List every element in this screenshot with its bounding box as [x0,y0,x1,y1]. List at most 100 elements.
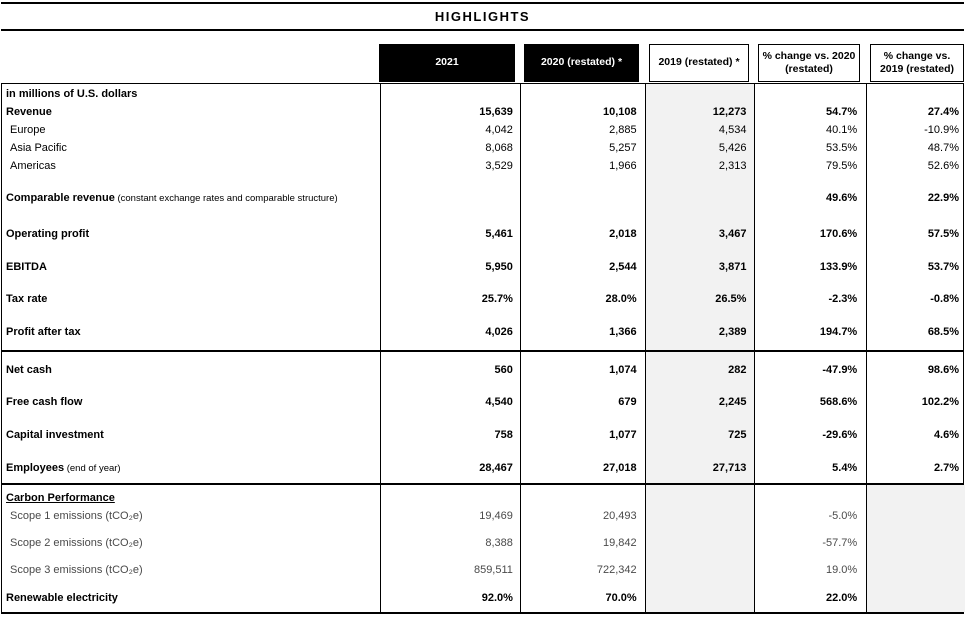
row-label-scope-3-emissions-tco-e: Scope 3 emissions (tCO₂e) [10,564,143,576]
cell-capital-investment-col4: -29.6% [822,428,858,441]
row-net-cash: Net cash 560 1,074 282 -47.9% 98.6% [2,360,963,379]
cell-tax-rate-col1: 25.7% [481,292,513,305]
row-scope-2-emissions-tco-e: Scope 2 emissions (tCO₂e) 8,388 19,842 -57.… [2,534,963,552]
row-capital-investment: Capital investment 758 1,077 725 -29.6% 4.6% [2,425,963,444]
cell-asia-pacific-col3: 5,426 [718,142,747,154]
cell-capital-investment-col2: 1,077 [609,428,637,441]
section-profit-and-loss: in millions of U.S. dollars Revenue 15,639… [2,84,963,350]
cell-employees-col1: 28,467 [479,461,513,474]
row-revenue: Revenue 15,639 10,108 12,273 54.7% 27.4% [2,103,963,121]
column-header-change-vs-2020-restated: % change vs. 2020 (restated) [758,44,860,82]
cell-free-cash-flow-col5: 102.2% [921,395,960,408]
cell-scope-1-emissions-tco-e-col2: 20,493 [603,510,637,522]
table-header-row: 2021 2020 (restated) * 2019 (restated) *% … [1,44,964,83]
cell-capital-investment-col1: 758 [494,428,513,441]
cell-tax-rate-col4: -2.3% [828,292,858,305]
cell-ebitda-col5: 53.7% [927,260,960,273]
cell-asia-pacific-col4: 53.5% [826,142,858,154]
cell-employees-col5: 2.7% [933,461,960,474]
row-profit-after-tax: Profit after tax 4,026 1,366 2,389 194.7% 68.… [2,322,963,341]
row-carbon-performance: Carbon Performance [2,489,963,507]
cell-capital-investment-col3: 725 [728,428,747,441]
row-in-millions-of-u-s-dollars: in millions of U.S. dollars [2,84,963,103]
column-divider [645,84,646,612]
cell-renewable-electricity-col2: 70.0% [605,592,637,604]
row-scope-3-emissions-tco-e: Scope 3 emissions (tCO₂e) 859,511 722,342 1… [2,561,963,579]
cell-scope-2-emissions-tco-e-col1: 8,388 [485,537,513,549]
page-title: HIGHLIGHTS [434,9,531,24]
cell-net-cash-col2: 1,074 [609,363,637,376]
row-scope-1-emissions-tco-e: Scope 1 emissions (tCO₂e) 19,469 20,493 -5.… [2,507,963,525]
cell-europe-col3: 4,534 [718,124,747,136]
row-label-europe: Europe [10,124,46,136]
cell-net-cash-col5: 98.6% [927,363,960,376]
row-label-tax-rate: Tax rate [6,292,48,305]
column-divider [520,84,521,612]
row-tax-rate: Tax rate 25.7% 28.0% 26.5% -2.3% -0.8% [2,289,963,308]
cell-americas-col2: 1,966 [609,160,637,172]
cell-ebitda-col4: 133.9% [819,260,858,273]
cell-comparable-revenue-col4: 49.6% [826,191,858,204]
row-label-free-cash-flow: Free cash flow [6,395,83,408]
row-label-ebitda: EBITDA [6,260,47,273]
row-label-renewable-electricity: Renewable electricity [6,592,118,604]
cell-free-cash-flow-col3: 2,245 [718,395,747,408]
cell-ebitda-col3: 3,871 [718,260,747,273]
cell-net-cash-col1: 560 [494,363,513,376]
row-americas: Americas 3,529 1,966 2,313 79.5% 52.6% [2,157,963,175]
section-cash-and-people: Net cash 560 1,074 282 -47.9% 98.6% Free cash … [2,350,963,483]
row-label-net-cash: Net cash [6,363,52,376]
row-ebitda: EBITDA 5,950 2,544 3,871 133.9% 53.7% [2,257,963,276]
row-comparable-revenue: Comparable revenue (constant exchange ra… [2,188,963,207]
cell-scope-3-emissions-tco-e-col1: 859,511 [473,564,513,576]
cell-capital-investment-col5: 4.6% [933,428,960,441]
cell-operating-profit-col2: 2,018 [609,227,637,240]
cell-operating-profit-col1: 5,461 [485,227,513,240]
row-label-capital-investment: Capital investment [6,428,104,441]
cell-employees-col3: 27,713 [712,461,747,474]
cell-profit-after-tax-col4: 194.7% [819,325,858,338]
row-label-scope-1-emissions-tco-e: Scope 1 emissions (tCO₂e) [10,510,143,522]
cell-scope-1-emissions-tco-e-col1: 19,469 [479,510,513,522]
cell-revenue-col1: 15,639 [479,106,513,118]
table-body: in millions of U.S. dollars Revenue 15,639… [2,84,963,612]
column-header-2021: 2021 [379,44,515,82]
cell-ebitda-col1: 5,950 [485,260,513,273]
highlights-table: in millions of U.S. dollars Revenue 15,639… [1,83,965,614]
cell-employees-col4: 5.4% [832,461,858,474]
row-label-revenue: Revenue [6,106,52,118]
row-label-comparable-revenue: Comparable revenue (constant exchange ra… [6,191,338,204]
cell-americas-col5: 52.6% [927,160,959,172]
column-divider [380,84,381,612]
cell-revenue-col2: 10,108 [603,106,637,118]
cell-europe-col1: 4,042 [485,124,513,136]
cell-tax-rate-col2: 28.0% [605,292,637,305]
cell-operating-profit-col3: 3,467 [718,227,747,240]
row-label-operating-profit: Operating profit [6,227,90,240]
row-asia-pacific: Asia Pacific 8,068 5,257 5,426 53.5% 48.7% [2,139,963,157]
cell-profit-after-tax-col1: 4,026 [485,325,513,338]
cell-scope-3-emissions-tco-e-col4: 19.0% [826,564,858,576]
cell-europe-col2: 2,885 [609,124,637,136]
cell-europe-col4: 40.1% [826,124,858,136]
cell-americas-col4: 79.5% [826,160,858,172]
cell-revenue-col4: 54.7% [826,106,858,118]
cell-free-cash-flow-col4: 568.6% [819,395,858,408]
row-label-asia-pacific: Asia Pacific [10,142,67,154]
cell-europe-col5: -10.9% [924,124,959,136]
row-label-scope-2-emissions-tco-e: Scope 2 emissions (tCO₂e) [10,537,143,549]
row-label-carbon-performance: Carbon Performance [6,492,115,504]
row-label-employees: Employees (end of year) [6,461,121,474]
column-divider [754,84,755,612]
cell-free-cash-flow-col2: 679 [618,395,637,408]
cell-asia-pacific-col2: 5,257 [609,142,637,154]
cell-free-cash-flow-col1: 4,540 [485,395,513,408]
cell-comparable-revenue-col5: 22.9% [927,191,960,204]
cell-net-cash-col4: -47.9% [822,363,858,376]
row-employees: Employees (end of year) 28,467 27,018 27,71… [2,458,963,477]
cell-profit-after-tax-col2: 1,366 [609,325,637,338]
column-header-2019-restated: 2019 (restated) * [649,44,749,82]
cell-americas-col1: 3,529 [485,160,513,172]
cell-scope-2-emissions-tco-e-col4: -57.7% [822,537,858,549]
